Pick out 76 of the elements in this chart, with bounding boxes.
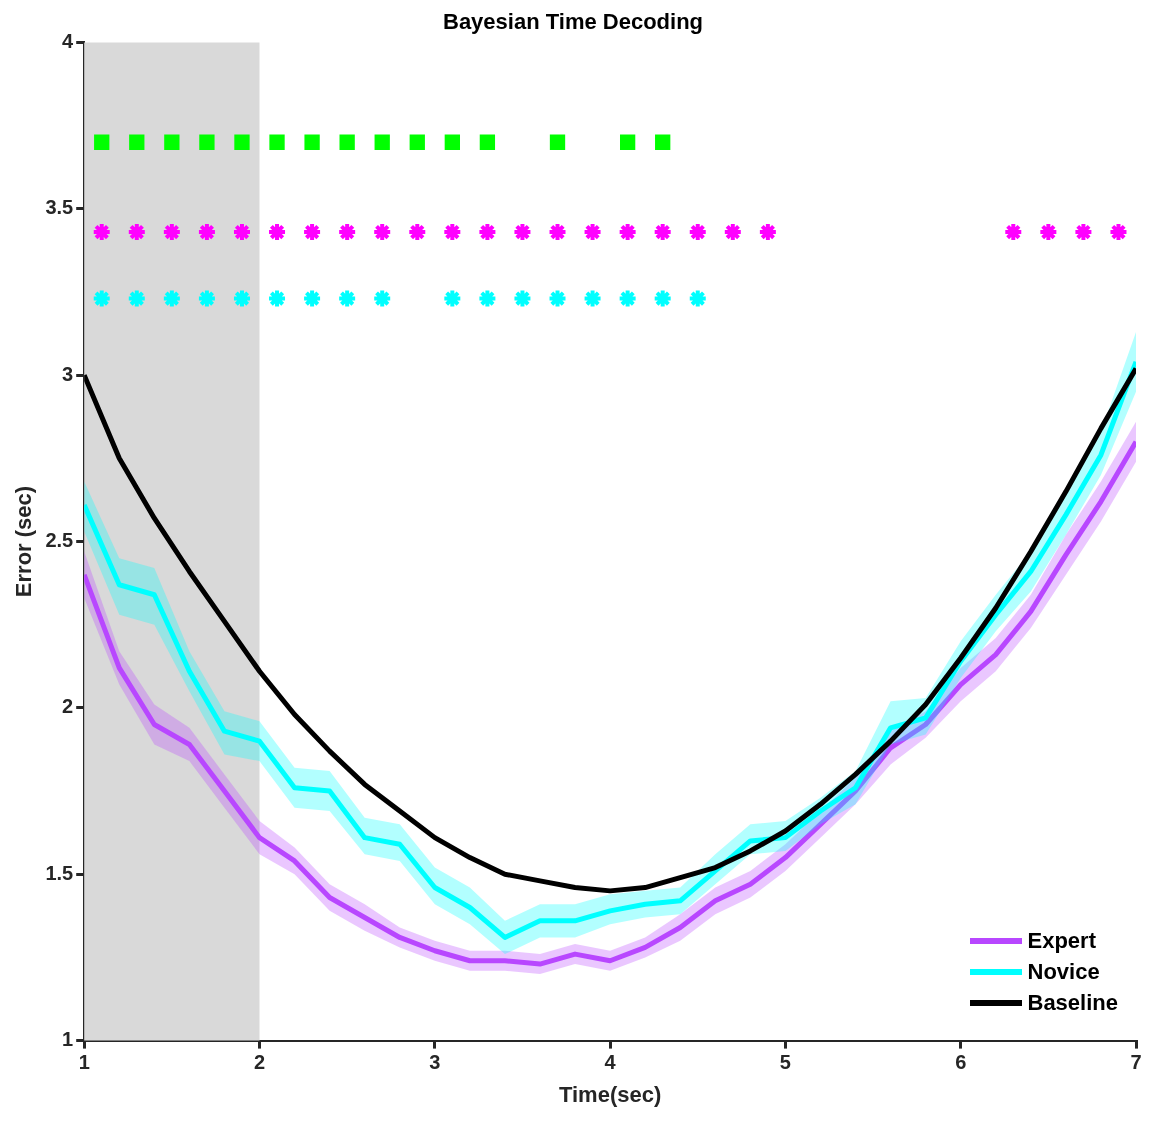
point — [267, 222, 288, 243]
point — [161, 288, 182, 309]
point — [655, 134, 671, 150]
point — [512, 288, 533, 309]
point — [687, 222, 708, 243]
point — [339, 134, 355, 150]
point — [444, 134, 460, 150]
x-tick-label: 7 — [1130, 1051, 1142, 1074]
legend-label: Novice — [1027, 958, 1100, 985]
point — [372, 222, 393, 243]
point — [477, 288, 498, 309]
point — [269, 134, 285, 150]
point — [374, 134, 390, 150]
point — [1108, 222, 1129, 243]
point — [547, 288, 568, 309]
x-tick-label: 1 — [78, 1051, 90, 1074]
chart-title: Bayesian Time Decoding — [442, 9, 704, 35]
point — [337, 288, 358, 309]
x-tick-label: 3 — [429, 1051, 441, 1074]
point — [302, 222, 323, 243]
point — [196, 222, 217, 243]
point — [199, 134, 215, 150]
y-tick-label: 3 — [62, 362, 74, 385]
point — [407, 222, 428, 243]
point — [161, 222, 182, 243]
point — [129, 134, 145, 150]
legend-label: Baseline — [1027, 989, 1118, 1016]
x-tick-label: 6 — [955, 1051, 967, 1074]
point — [479, 134, 496, 150]
point — [234, 134, 250, 150]
point — [477, 222, 498, 243]
y-tick-label: 3.5 — [45, 196, 74, 219]
point — [687, 288, 708, 309]
point — [337, 222, 358, 243]
point — [652, 222, 673, 243]
y-tick-label: 1 — [62, 1028, 74, 1051]
point — [126, 288, 147, 309]
point — [617, 222, 638, 243]
point — [94, 134, 110, 150]
x-tick-label: 2 — [253, 1051, 266, 1074]
y-tick-label: 1.5 — [45, 861, 74, 884]
point — [619, 134, 636, 150]
point — [302, 288, 323, 309]
y-tick-label: 2.5 — [45, 529, 74, 552]
point — [409, 134, 425, 150]
point — [231, 288, 252, 309]
x-axis-title: Time(sec) — [558, 1081, 662, 1107]
point — [757, 222, 778, 243]
point — [582, 222, 603, 243]
legend-label: Expert — [1027, 927, 1096, 954]
point — [91, 222, 112, 243]
point — [582, 288, 603, 309]
y-axis-title: Error (sec) — [11, 485, 37, 598]
x-tick-label: 5 — [779, 1051, 791, 1074]
point — [372, 288, 393, 309]
y-tick-label: 4 — [62, 29, 75, 52]
point — [164, 134, 180, 150]
point — [231, 222, 252, 243]
point — [547, 222, 568, 243]
point — [1073, 222, 1094, 243]
point — [304, 134, 320, 150]
point — [1038, 222, 1059, 243]
point — [196, 288, 217, 309]
x-tick-label: 4 — [604, 1051, 617, 1074]
point — [126, 222, 147, 243]
point — [652, 288, 673, 309]
y-tick-label: 2 — [62, 695, 74, 718]
point — [442, 288, 463, 309]
point — [267, 288, 288, 309]
point — [1003, 222, 1024, 243]
point — [722, 222, 743, 243]
point — [442, 222, 463, 243]
point — [91, 288, 112, 309]
point — [549, 134, 566, 150]
point — [617, 288, 638, 309]
point — [512, 222, 533, 243]
